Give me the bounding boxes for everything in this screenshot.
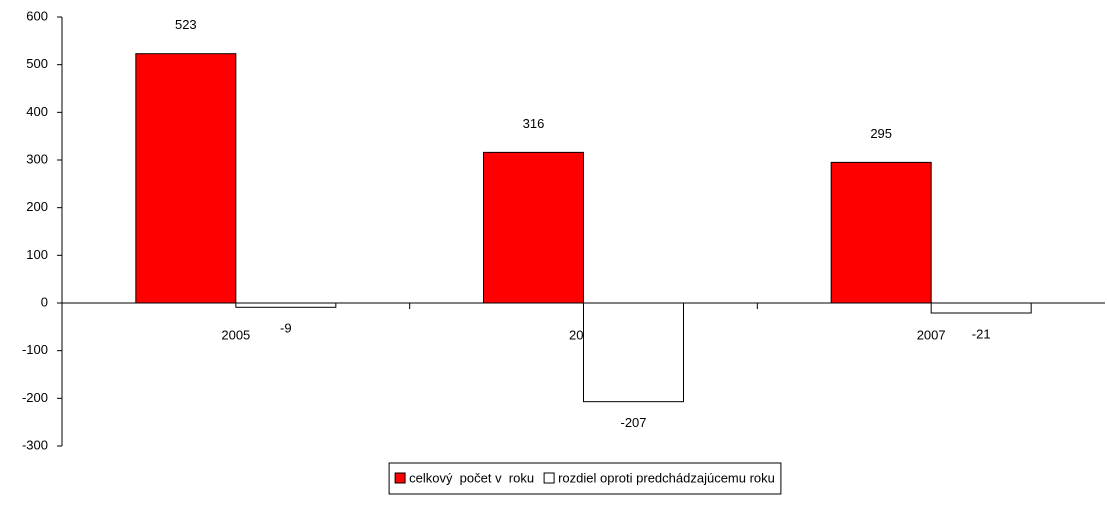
value-label: -207	[620, 415, 646, 430]
x-tick-label: 2007	[917, 327, 946, 342]
bar	[830, 161, 932, 304]
value-label: 295	[870, 126, 892, 141]
value-label: -9	[280, 321, 292, 336]
legend	[388, 462, 782, 495]
y-tick-label: 300	[26, 151, 48, 166]
y-tick-label: -100	[22, 342, 48, 357]
bar	[483, 151, 584, 304]
y-tick-label: 200	[26, 199, 48, 214]
y-tick-label: -300	[22, 437, 48, 452]
legend-label: rozdiel oproti predchádzajúcemu roku	[558, 470, 775, 485]
y-tick-label: -200	[22, 390, 48, 405]
legend-label: celkový počet v roku	[409, 470, 534, 485]
value-label: 316	[523, 116, 545, 131]
x-tick-label: 2005	[221, 327, 250, 342]
legend-swatch	[394, 472, 406, 484]
legend-swatch	[543, 472, 555, 484]
y-tick-label: 500	[26, 56, 48, 71]
bar	[235, 302, 337, 308]
bar	[930, 302, 1032, 314]
y-tick-label: 0	[41, 294, 48, 309]
y-tick-label: 400	[26, 104, 48, 119]
bar	[135, 53, 237, 304]
y-tick-label: 100	[26, 247, 48, 262]
y-tick-label: 600	[26, 8, 48, 23]
value-label: 523	[175, 17, 197, 32]
value-label: -21	[972, 326, 991, 341]
bar	[583, 302, 684, 403]
